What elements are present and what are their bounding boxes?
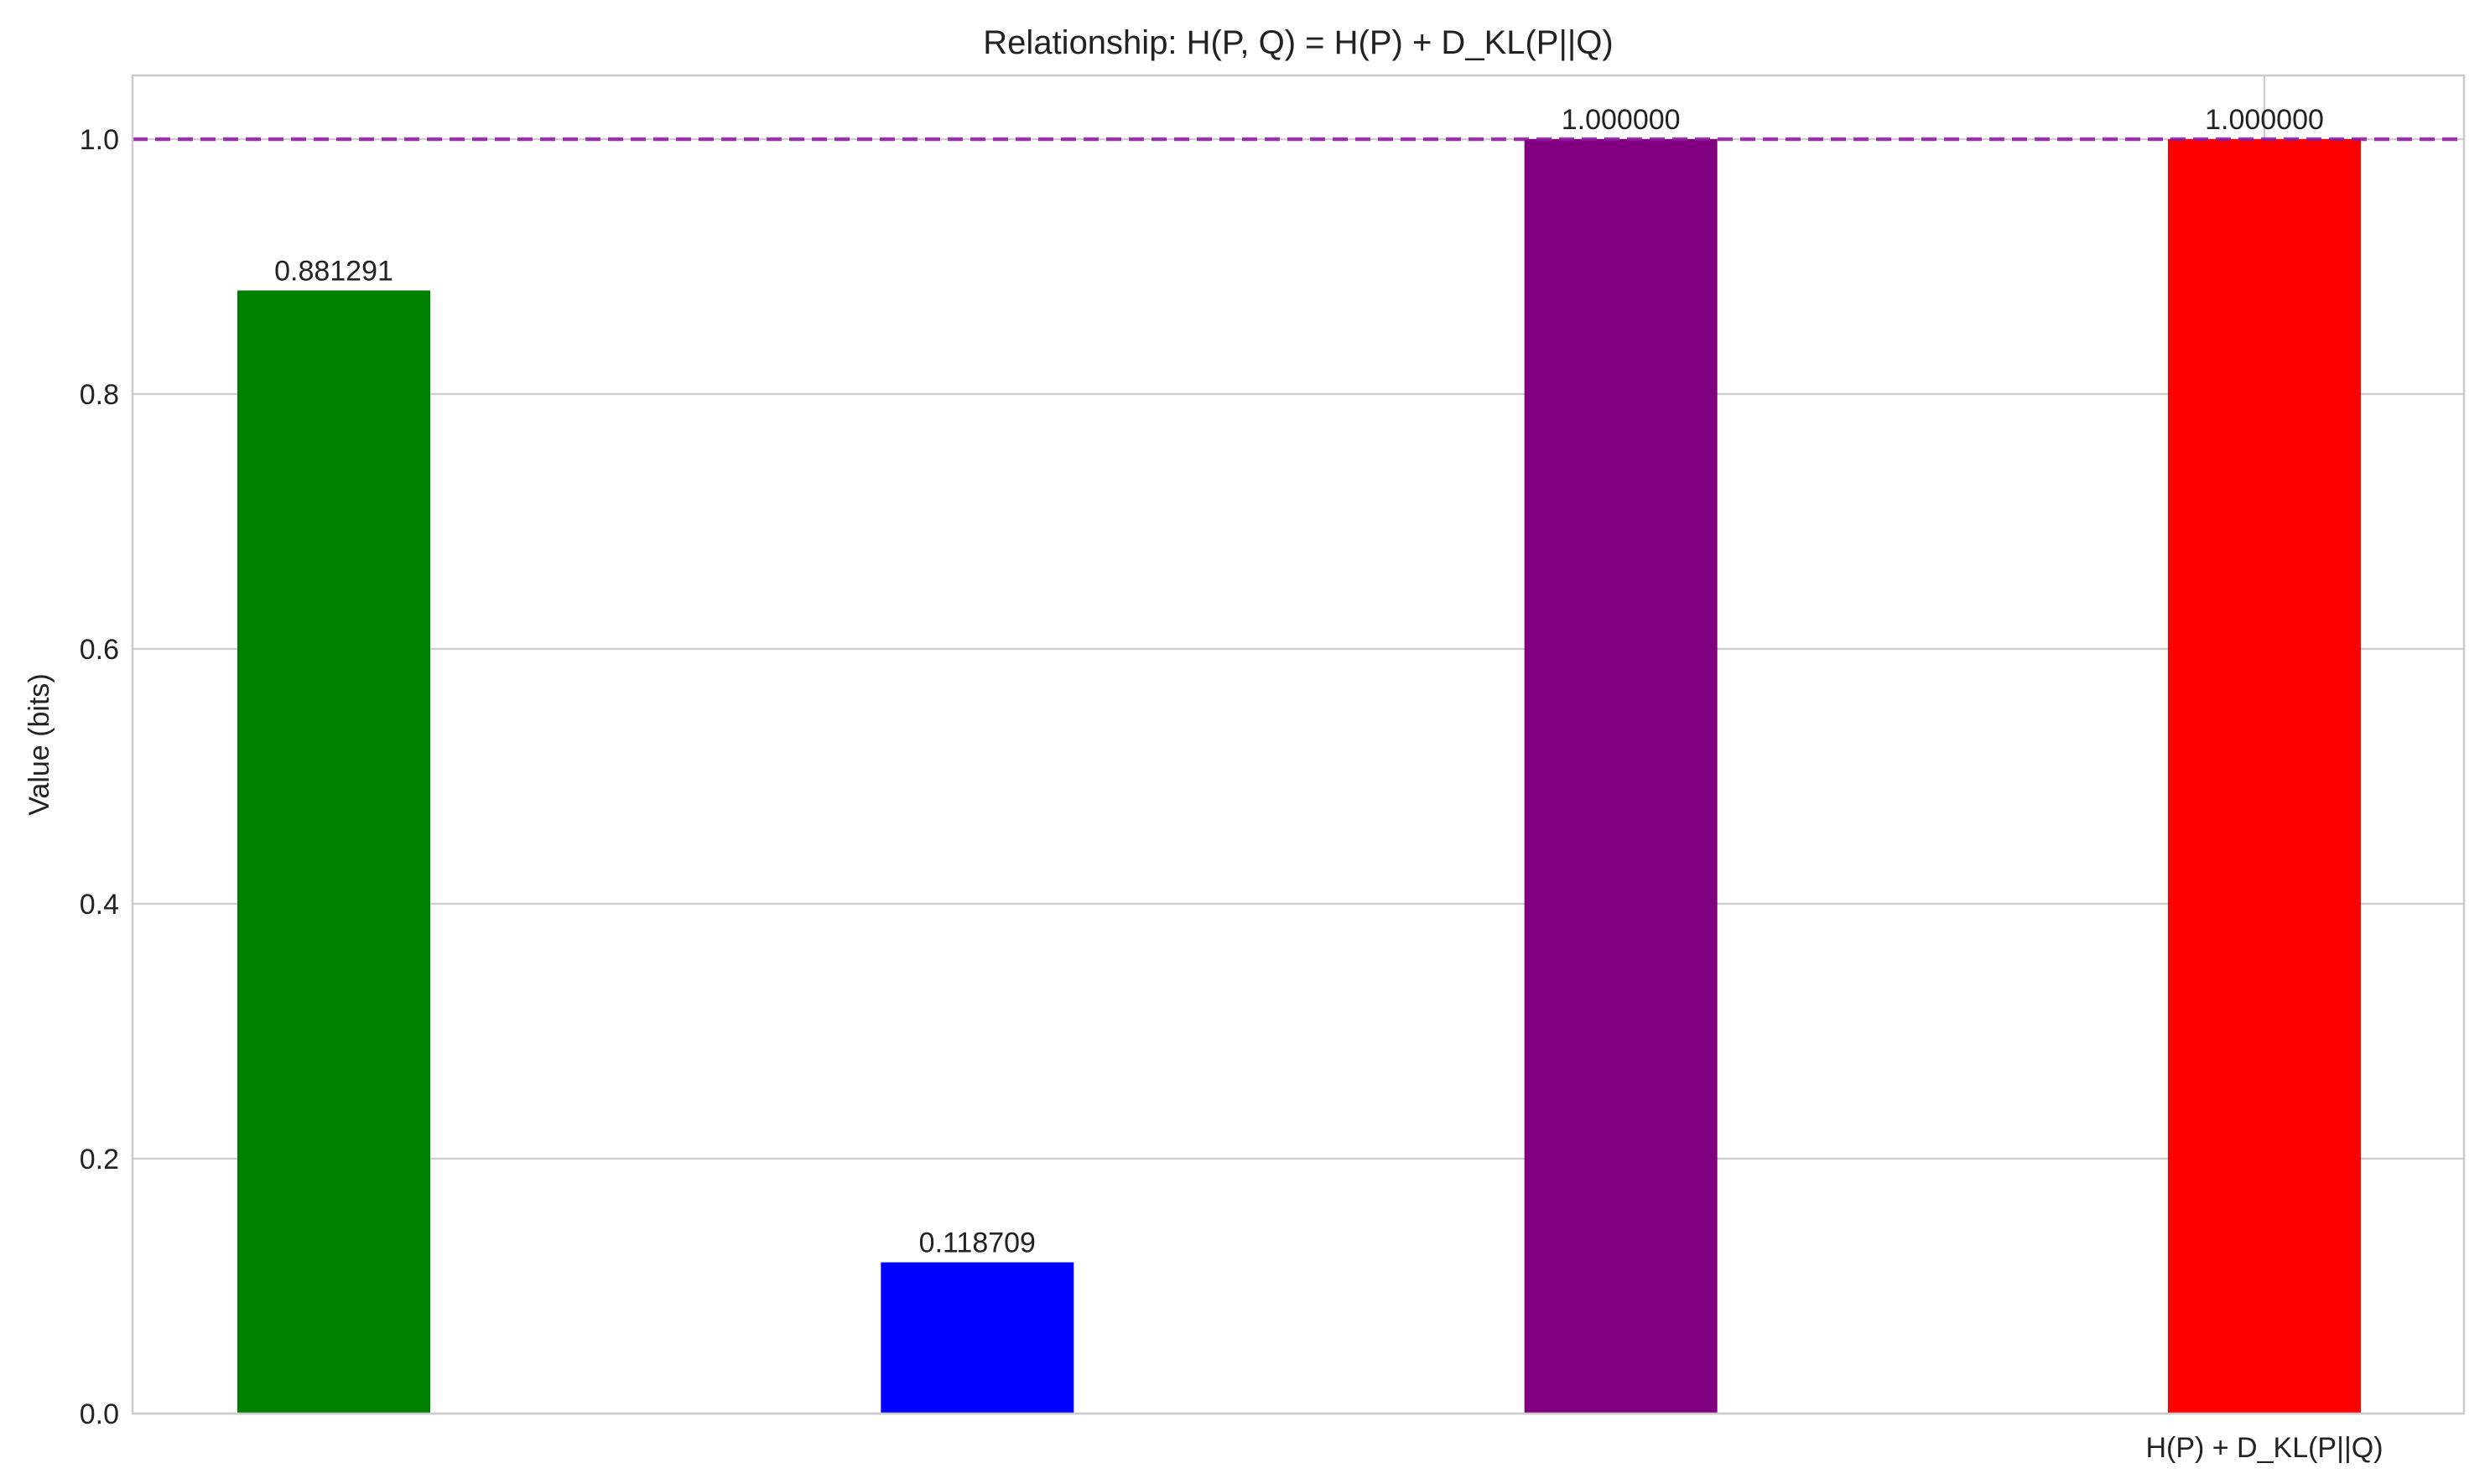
y-tick-label: 0.0 [80, 1398, 119, 1430]
plot-frame [131, 74, 2466, 1415]
y-tick-label: 0.2 [80, 1144, 119, 1175]
bar-value-label: 0.118709 [919, 1227, 1036, 1259]
y-tick-labels: 0.0 0.2 0.4 0.6 0.8 1.0 [80, 124, 119, 1430]
chart-title: Relationship: H(P, Q) = H(P) + D_KL(P||Q… [983, 24, 1613, 61]
bar [2168, 139, 2361, 1414]
bar [881, 1262, 1074, 1414]
bar [237, 290, 430, 1414]
x-tick-labels: H(P) + D_KL(P||Q) [2145, 1432, 2383, 1464]
data-labels: 0.881291 0.118709 1.000000 1.000000 [274, 104, 2324, 1259]
y-tick-label: 0.6 [80, 634, 119, 666]
y-tick-label: 1.0 [80, 124, 119, 156]
y-tick-label: 0.4 [80, 889, 119, 921]
bar-value-label: 1.000000 [1562, 104, 1681, 136]
bar-value-label: 0.881291 [274, 255, 393, 287]
x-tick-label: H(P) + D_KL(P||Q) [2145, 1432, 2383, 1464]
bar-value-label: 1.000000 [2205, 104, 2324, 136]
bars [237, 139, 2361, 1414]
y-axis-label: Value (bits) [23, 673, 55, 815]
y-tick-label: 0.8 [80, 379, 119, 411]
bar [1524, 139, 1718, 1414]
